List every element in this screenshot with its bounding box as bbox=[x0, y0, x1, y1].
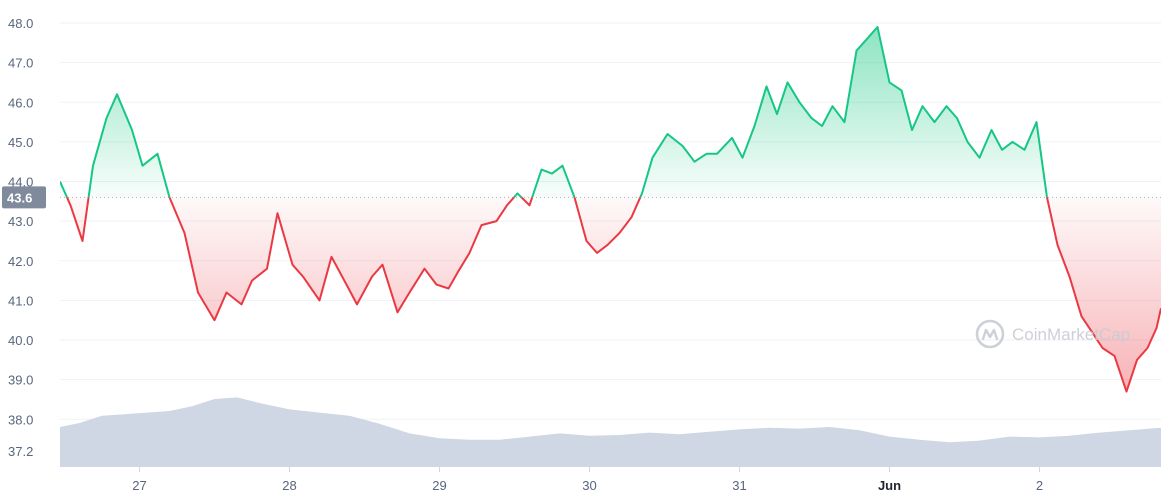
price-line-up bbox=[60, 26, 1049, 198]
reference-label-text: 43.6 bbox=[7, 190, 32, 205]
coinmarketcap-logo-icon bbox=[975, 319, 1005, 349]
y-tick-label: 37.2 bbox=[8, 444, 33, 459]
reference-label-bg bbox=[2, 186, 46, 209]
y-tick-label: 38.0 bbox=[8, 412, 33, 427]
y-tick-label: 41.0 bbox=[8, 293, 33, 308]
reference-label: 43.6 bbox=[2, 186, 46, 209]
price-line bbox=[60, 26, 1161, 393]
watermark: CoinMarketCap bbox=[975, 319, 1130, 349]
y-tick-label: 46.0 bbox=[8, 95, 33, 110]
y-axis: 48.0 47.0 46.0 45.0 44.0 43.0 42.0 41.0 40.0 39.0… bbox=[8, 16, 33, 459]
price-line-down bbox=[65, 197, 1161, 393]
x-tick-label: 31 bbox=[732, 478, 746, 493]
y-tick-label: 44.0 bbox=[8, 175, 33, 190]
x-tick-label: 28 bbox=[282, 478, 296, 493]
y-tick-label: 39.0 bbox=[8, 373, 33, 388]
volume-area-shape bbox=[60, 397, 1161, 467]
y-tick-label: 40.0 bbox=[8, 333, 33, 348]
y-tick-label: 48.0 bbox=[8, 16, 33, 31]
watermark-text: CoinMarketCap bbox=[1012, 325, 1130, 344]
y-tick-label: 43.0 bbox=[8, 214, 33, 229]
x-tick-label: 27 bbox=[132, 478, 146, 493]
y-tick-label: 47.0 bbox=[8, 56, 33, 71]
volume-area bbox=[60, 397, 1161, 467]
y-tick-label: 45.0 bbox=[8, 135, 33, 150]
x-tick-label: 2 bbox=[1036, 478, 1043, 493]
x-tick-label: Jun bbox=[878, 478, 901, 493]
x-tick-label: 29 bbox=[432, 478, 446, 493]
x-axis: 27 28 29 30 31 Jun 2 bbox=[132, 467, 1043, 493]
price-fill-down bbox=[67, 197, 1161, 392]
y-tick-label: 42.0 bbox=[8, 254, 33, 269]
x-tick-label: 30 bbox=[582, 478, 596, 493]
